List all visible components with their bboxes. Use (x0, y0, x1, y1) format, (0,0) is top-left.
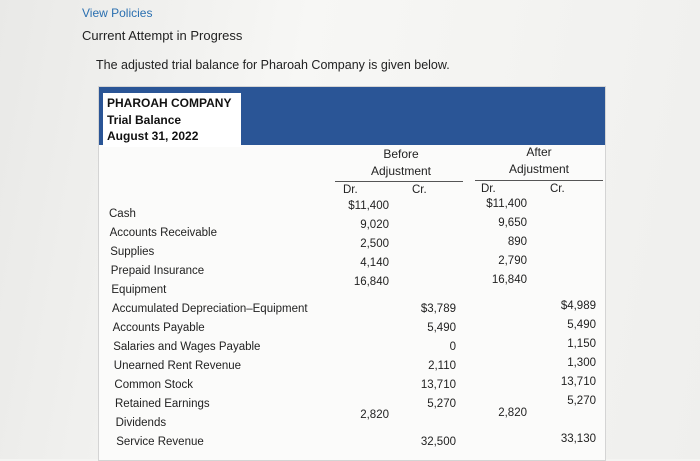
amount-after-dr: $11,400 (486, 198, 527, 210)
statement-title: Trial Balance (107, 112, 182, 127)
account-name: Accounts Receivable (109, 227, 217, 239)
table-banner: PHAROAH COMPANY Trial Balance August 31,… (99, 87, 605, 147)
amount-before-dr: 4,140 (360, 257, 389, 269)
amount-after-dr: 2,790 (498, 255, 527, 267)
account-name: Service Revenue (116, 436, 204, 448)
amount-before-cr: 2,110 (428, 360, 456, 372)
problem-intro: The adjusted trial balance for Pharoah C… (96, 58, 450, 72)
amount-before-dr: 9,020 (360, 219, 389, 231)
before-header-rule (335, 181, 463, 182)
before-dr-label: Dr. (343, 184, 358, 196)
account-name: Dividends (115, 417, 167, 429)
amount-after-dr: 890 (507, 236, 527, 248)
amount-before-dr: 2,500 (360, 238, 389, 250)
amount-before-cr: $3,789 (420, 303, 456, 315)
amount-after-cr: 1,300 (567, 357, 596, 369)
amount-before-dr: 2,820 (360, 409, 389, 421)
account-name: Unearned Rent Revenue (113, 360, 242, 372)
amount-after-cr: 33,130 (560, 433, 596, 445)
after-cr-label: Cr. (550, 183, 565, 195)
account-name: Salaries and Wages Payable (113, 341, 261, 353)
amount-after-cr: 5,270 (567, 395, 596, 407)
view-policies-link[interactable]: View Policies (82, 6, 153, 20)
amount-after-cr: 5,490 (567, 319, 596, 331)
amount-after-dr: 16,840 (491, 274, 527, 286)
amount-before-cr: 32,500 (420, 436, 456, 448)
after-header-line1: After (526, 145, 552, 159)
amount-before-cr: 5,270 (427, 398, 456, 410)
account-name: Accumulated Depreciation–Equipment (112, 303, 308, 315)
amount-before-cr: 5,490 (427, 322, 456, 334)
account-name: Common Stock (114, 379, 193, 391)
amount-before-dr: 16,840 (353, 276, 389, 288)
account-name: Prepaid Insurance (110, 265, 205, 277)
account-name: Supplies (110, 246, 155, 258)
company-name: PHAROAH COMPANY (107, 96, 232, 110)
amount-after-dr: 2,820 (498, 407, 527, 419)
after-header-rule (475, 180, 603, 181)
amount-before-cr: 13,710 (420, 379, 456, 391)
statement-heading: PHAROAH COMPANY Trial Balance August 31,… (103, 93, 241, 147)
account-name: Equipment (111, 284, 167, 296)
before-cr-label: Cr. (412, 184, 427, 196)
account-name: Accounts Payable (112, 322, 205, 334)
attempt-status: Current Attempt in Progress (82, 28, 243, 43)
account-name: Retained Earnings (115, 398, 210, 410)
amount-after-cr: 1,150 (567, 338, 596, 350)
amount-before-cr: 0 (449, 341, 456, 353)
amount-after-cr: $4,989 (560, 300, 596, 312)
after-header-line2: Adjustment (508, 162, 570, 176)
before-header-line2: Adjustment (370, 164, 432, 178)
trial-balance-table: PHAROAH COMPANY Trial Balance August 31,… (98, 86, 606, 461)
after-dr-label: Dr. (481, 183, 496, 195)
amount-after-cr: 13,710 (560, 376, 596, 388)
account-name: Cash (109, 208, 136, 220)
amount-after-dr: 9,650 (498, 217, 527, 229)
amount-before-dr: $11,400 (348, 200, 389, 212)
before-header-line1: Before (383, 147, 419, 161)
statement-date: August 31, 2022 (107, 129, 199, 143)
